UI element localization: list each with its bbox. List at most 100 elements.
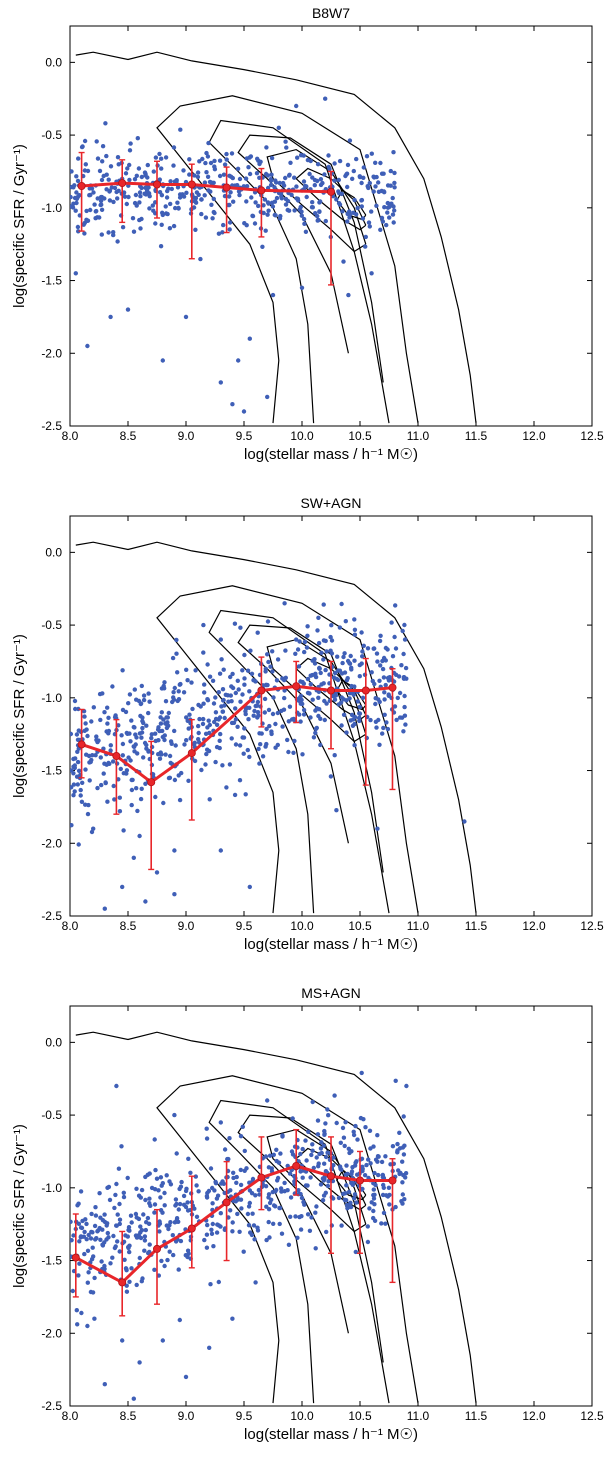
scatter-point (137, 217, 142, 223)
scatter-point (299, 213, 304, 218)
scatter-point (279, 194, 284, 199)
scatter-point-outlier (120, 1338, 125, 1343)
scatter-point (164, 722, 170, 727)
scatter-point (208, 160, 214, 166)
scatter-point (266, 1192, 272, 1197)
scatter-point (163, 752, 168, 757)
scatter-point (89, 1229, 94, 1235)
scatter-point (129, 802, 134, 808)
scatter-point (326, 153, 331, 158)
scatter-point (298, 204, 303, 210)
scatter-point (125, 166, 130, 171)
scatter-point (357, 674, 362, 679)
scatter-point (73, 208, 78, 213)
scatter-point (138, 1235, 144, 1241)
scatter-point (138, 194, 143, 199)
scatter-point (240, 692, 245, 697)
scatter-point (98, 717, 103, 723)
scatter-point (242, 652, 247, 658)
scatter-point (153, 1167, 158, 1173)
scatter-point (152, 1137, 157, 1142)
scatter-point (70, 1238, 74, 1243)
scatter-point (93, 1205, 98, 1210)
scatter-point (334, 808, 339, 813)
scatter-point-outlier (218, 637, 223, 642)
scatter-point (126, 755, 131, 760)
scatter-point (70, 194, 73, 200)
scatter-point (167, 753, 173, 759)
scatter-point (387, 215, 392, 220)
scatter-point (218, 731, 223, 737)
scatter-point (229, 699, 234, 704)
scatter-point (372, 1170, 377, 1176)
median-point (292, 682, 301, 691)
scatter-point (139, 1228, 145, 1233)
scatter-point (141, 697, 147, 703)
scatter-point (159, 752, 164, 757)
scatter-point (397, 690, 403, 696)
scatter-point (270, 669, 275, 674)
scatter-point (202, 682, 207, 687)
scatter-point (153, 738, 158, 744)
scatter-point (124, 768, 130, 773)
x-tick-label: 9.0 (178, 429, 195, 443)
scatter-point-outlier (236, 358, 241, 363)
scatter-point-outlier (137, 1360, 142, 1365)
scatter-point (269, 155, 275, 161)
scatter-point (252, 221, 258, 226)
scatter-point (198, 704, 203, 709)
scatter-point (381, 171, 386, 176)
scatter-point (168, 1220, 173, 1225)
scatter-point (89, 757, 94, 763)
scatter-point (325, 1107, 330, 1112)
scatter-point (201, 701, 206, 706)
scatter-point (214, 1230, 220, 1235)
scatter-point (246, 165, 251, 170)
scatter-point (345, 211, 350, 217)
scatter-point (230, 671, 235, 677)
scatter-point-outlier (253, 1280, 258, 1285)
scatter-point (187, 712, 192, 717)
scatter-point (84, 208, 89, 214)
scatter-point (76, 1273, 81, 1278)
scatter-point (354, 1200, 359, 1205)
scatter-point-outlier (294, 103, 299, 109)
scatter-point (164, 1223, 169, 1228)
scatter-point (79, 1310, 84, 1316)
scatter-point (89, 829, 95, 835)
scatter-point-outlier (201, 622, 206, 628)
scatter-point (111, 783, 116, 789)
scatter-point (315, 1132, 321, 1137)
scatter-point (76, 229, 81, 234)
scatter-point (117, 1249, 122, 1254)
scatter-point (142, 1234, 148, 1239)
scatter-point (361, 175, 366, 180)
scatter-point (280, 724, 285, 729)
scatter-point (247, 705, 252, 710)
scatter-point (176, 206, 181, 211)
scatter-point (328, 634, 333, 640)
scatter-point (171, 1252, 176, 1258)
scatter-point (134, 1235, 140, 1240)
scatter-point (367, 1128, 373, 1133)
scatter-point (275, 742, 280, 748)
scatter-point (106, 1184, 112, 1190)
scatter-point (287, 704, 293, 709)
scatter-point (106, 731, 111, 736)
scatter-point (244, 1166, 249, 1171)
scatter-point (344, 1202, 350, 1208)
scatter-point (347, 1150, 352, 1156)
scatter-point (369, 151, 374, 156)
scatter-point (381, 655, 387, 661)
scatter-point (360, 216, 366, 221)
scatter-point (75, 194, 81, 200)
scatter-point (205, 174, 211, 179)
scatter-point (184, 1186, 189, 1191)
scatter-point (377, 678, 382, 683)
scatter-point (116, 723, 121, 728)
scatter-point (277, 1205, 282, 1211)
scatter-point (359, 180, 364, 186)
scatter-point (228, 190, 233, 195)
scatter-point (233, 706, 238, 711)
